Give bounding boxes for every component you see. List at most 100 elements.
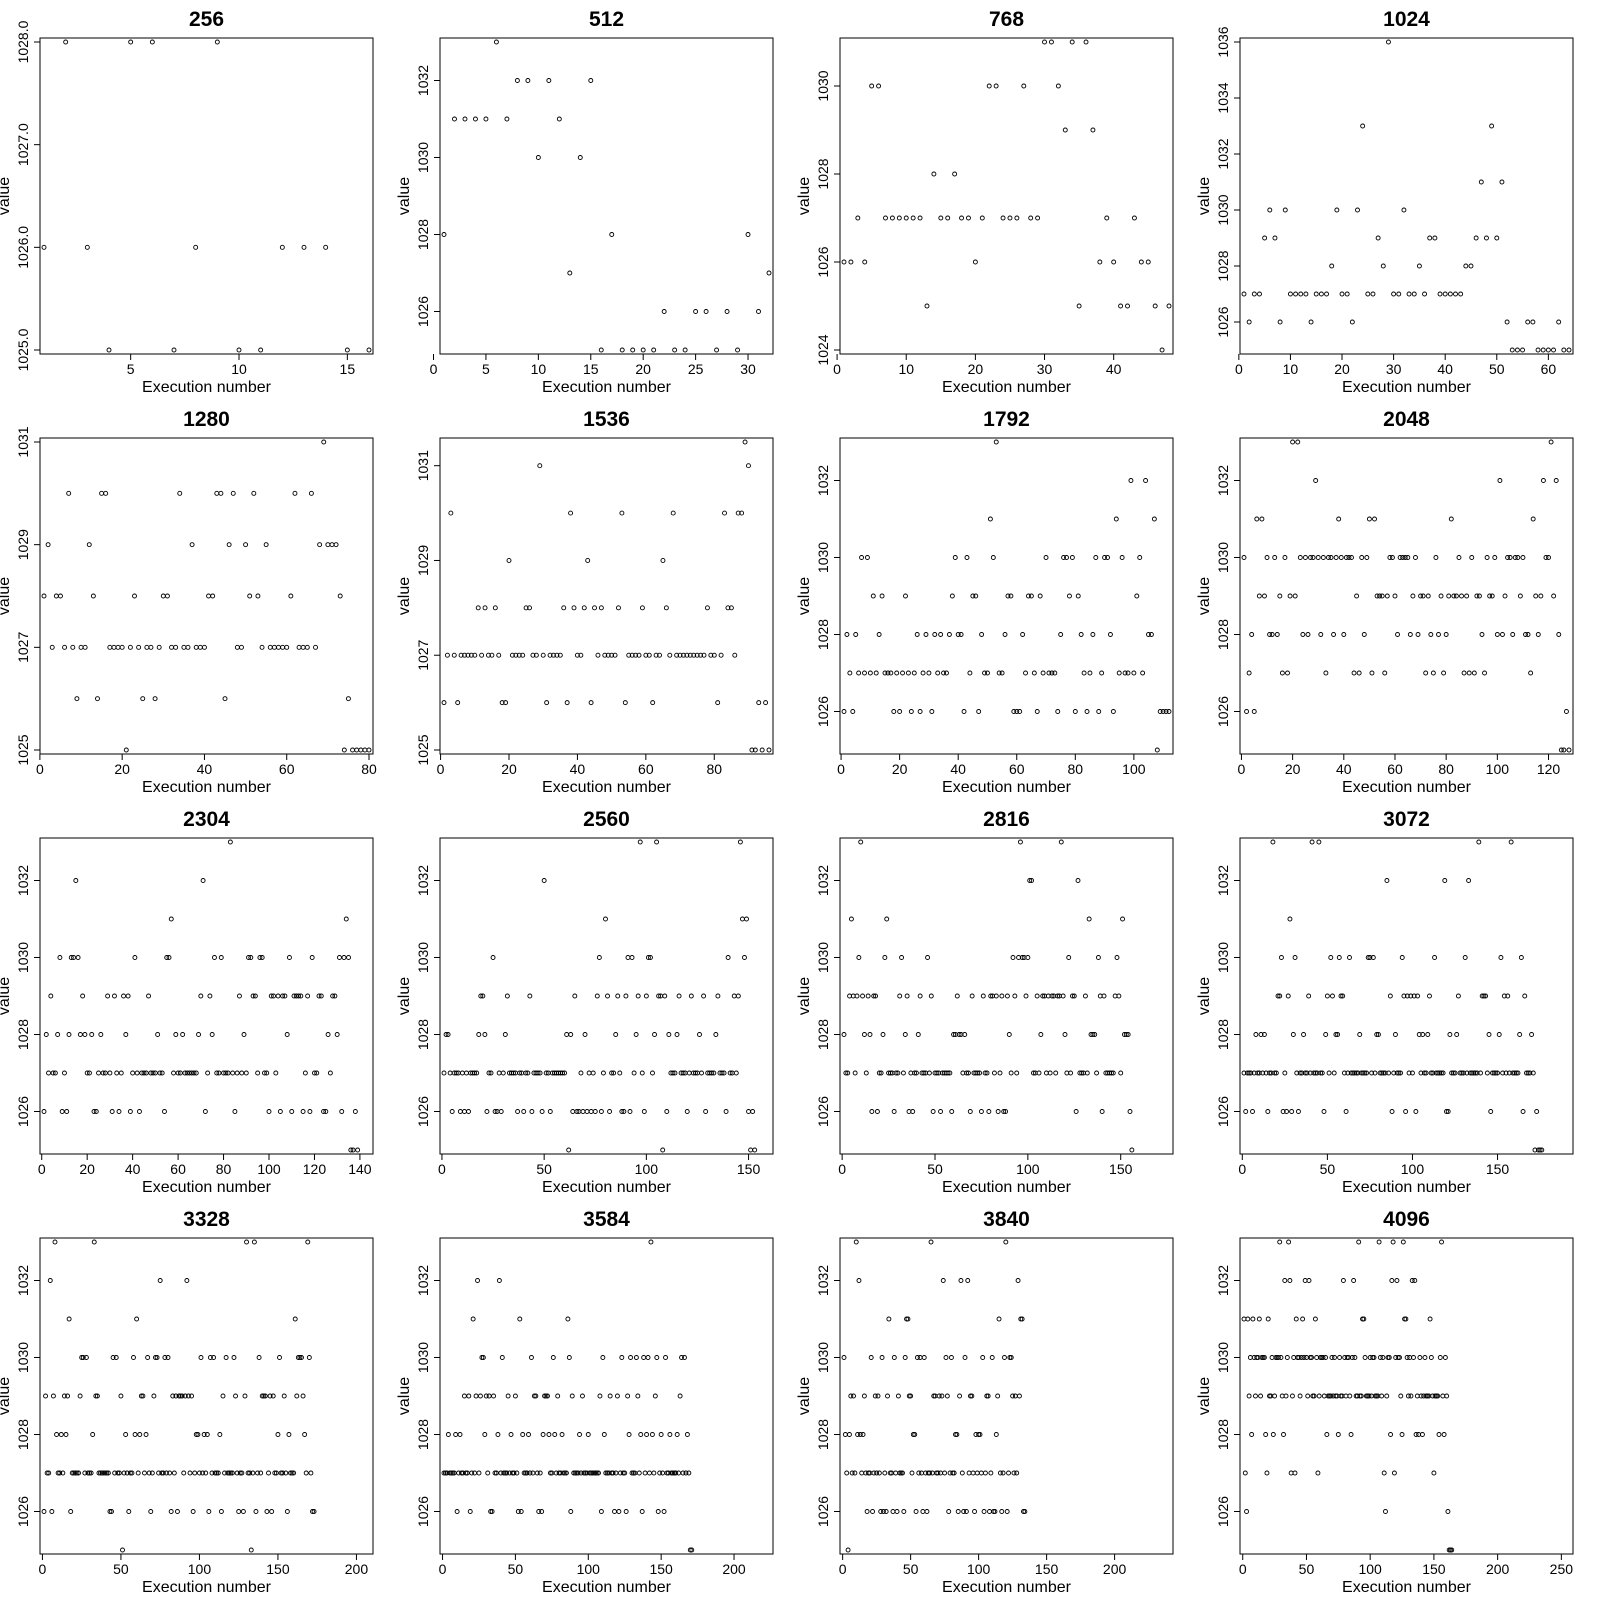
y-tick-label: 1030 xyxy=(415,942,431,973)
data-point xyxy=(609,232,615,237)
data-point xyxy=(164,1470,169,1476)
data-point xyxy=(645,955,651,960)
data-point xyxy=(123,1032,129,1037)
y-tick-label: 1025 xyxy=(415,734,431,765)
data-point xyxy=(746,463,751,469)
data-point xyxy=(1340,1278,1346,1283)
data-point xyxy=(527,993,533,999)
data-point xyxy=(449,1109,455,1114)
data-point xyxy=(900,1470,905,1476)
data-point xyxy=(1002,632,1008,637)
data-point xyxy=(99,1470,105,1476)
data-point xyxy=(1113,516,1119,522)
data-point xyxy=(676,993,682,999)
data-point xyxy=(473,1393,479,1399)
data-point xyxy=(1488,1109,1494,1114)
data-point xyxy=(470,1316,476,1322)
x-tick-label: 0 xyxy=(1239,1561,1247,1577)
data-point xyxy=(184,1278,190,1283)
data-point xyxy=(1398,1393,1404,1399)
data-point xyxy=(623,1509,629,1514)
data-point xyxy=(1458,291,1464,297)
data-point xyxy=(1340,993,1346,999)
data-point xyxy=(1356,1239,1362,1245)
data-point xyxy=(479,1355,485,1360)
data-point xyxy=(104,1470,110,1476)
data-point xyxy=(595,652,601,658)
data-point xyxy=(673,1470,679,1476)
data-point xyxy=(1040,993,1046,999)
data-point xyxy=(1455,993,1461,999)
data-point xyxy=(1152,303,1158,309)
data-point xyxy=(588,1109,594,1114)
data-point xyxy=(1300,1316,1306,1322)
data-point xyxy=(269,1509,275,1514)
data-point xyxy=(614,1393,620,1399)
data-point xyxy=(1129,1147,1135,1153)
data-point xyxy=(1118,303,1124,309)
data-point xyxy=(1028,593,1034,599)
data-point xyxy=(1482,670,1488,676)
plot-frame xyxy=(439,1237,774,1555)
y-tick-label: 1028 xyxy=(815,1019,831,1050)
data-point xyxy=(1292,955,1298,960)
data-point xyxy=(312,1070,317,1076)
data-point xyxy=(574,652,580,658)
data-point xyxy=(459,1070,465,1076)
data-point xyxy=(1119,555,1125,560)
data-point xyxy=(482,1432,488,1437)
data-point xyxy=(1023,993,1029,999)
data-point xyxy=(1356,670,1362,676)
data-point xyxy=(166,955,172,960)
data-point xyxy=(114,1070,120,1076)
data-point xyxy=(472,1070,478,1076)
data-point xyxy=(483,116,489,122)
data-point xyxy=(170,1393,176,1399)
data-point xyxy=(871,993,877,999)
data-point xyxy=(1369,1070,1375,1076)
data-point xyxy=(1140,670,1146,676)
x-axis-label: Execution number xyxy=(1342,379,1472,396)
data-point xyxy=(279,244,285,250)
data-point xyxy=(686,1070,692,1076)
data-point xyxy=(638,1432,644,1437)
data-point xyxy=(1381,1070,1386,1076)
data-point xyxy=(1481,993,1487,999)
data-point xyxy=(1389,555,1395,560)
data-point xyxy=(910,215,916,221)
data-point xyxy=(920,1509,926,1514)
data-point xyxy=(281,1393,287,1399)
y-tick-label: 1027.0 xyxy=(15,123,31,166)
data-point xyxy=(973,593,979,599)
data-point xyxy=(284,1032,290,1037)
data-point xyxy=(926,1070,932,1076)
data-point xyxy=(152,1070,158,1076)
data-point xyxy=(231,1355,237,1360)
data-point xyxy=(684,652,690,658)
data-point xyxy=(1553,478,1559,483)
plot-frame xyxy=(1239,1237,1574,1555)
data-point xyxy=(541,878,547,883)
data-point xyxy=(1101,993,1107,999)
data-point xyxy=(631,1470,636,1476)
data-point xyxy=(545,1393,550,1399)
data-point xyxy=(569,1393,575,1399)
data-point xyxy=(938,632,944,637)
chart-title: 1024 xyxy=(1383,8,1430,31)
y-tick-label: 1030 xyxy=(815,1342,831,1373)
data-point xyxy=(300,1109,306,1114)
data-point xyxy=(849,1470,855,1476)
data-point xyxy=(140,1393,146,1399)
data-point xyxy=(1316,839,1322,845)
chart-title: 256 xyxy=(189,8,224,31)
chart-title: 3584 xyxy=(583,1208,630,1231)
data-point xyxy=(900,1070,906,1076)
data-point xyxy=(912,1070,918,1076)
data-point xyxy=(227,839,233,845)
data-point xyxy=(1064,555,1069,560)
data-point xyxy=(48,993,54,999)
data-point xyxy=(931,171,937,177)
data-point xyxy=(354,747,360,753)
x-tick-label: 0 xyxy=(1238,1161,1246,1177)
